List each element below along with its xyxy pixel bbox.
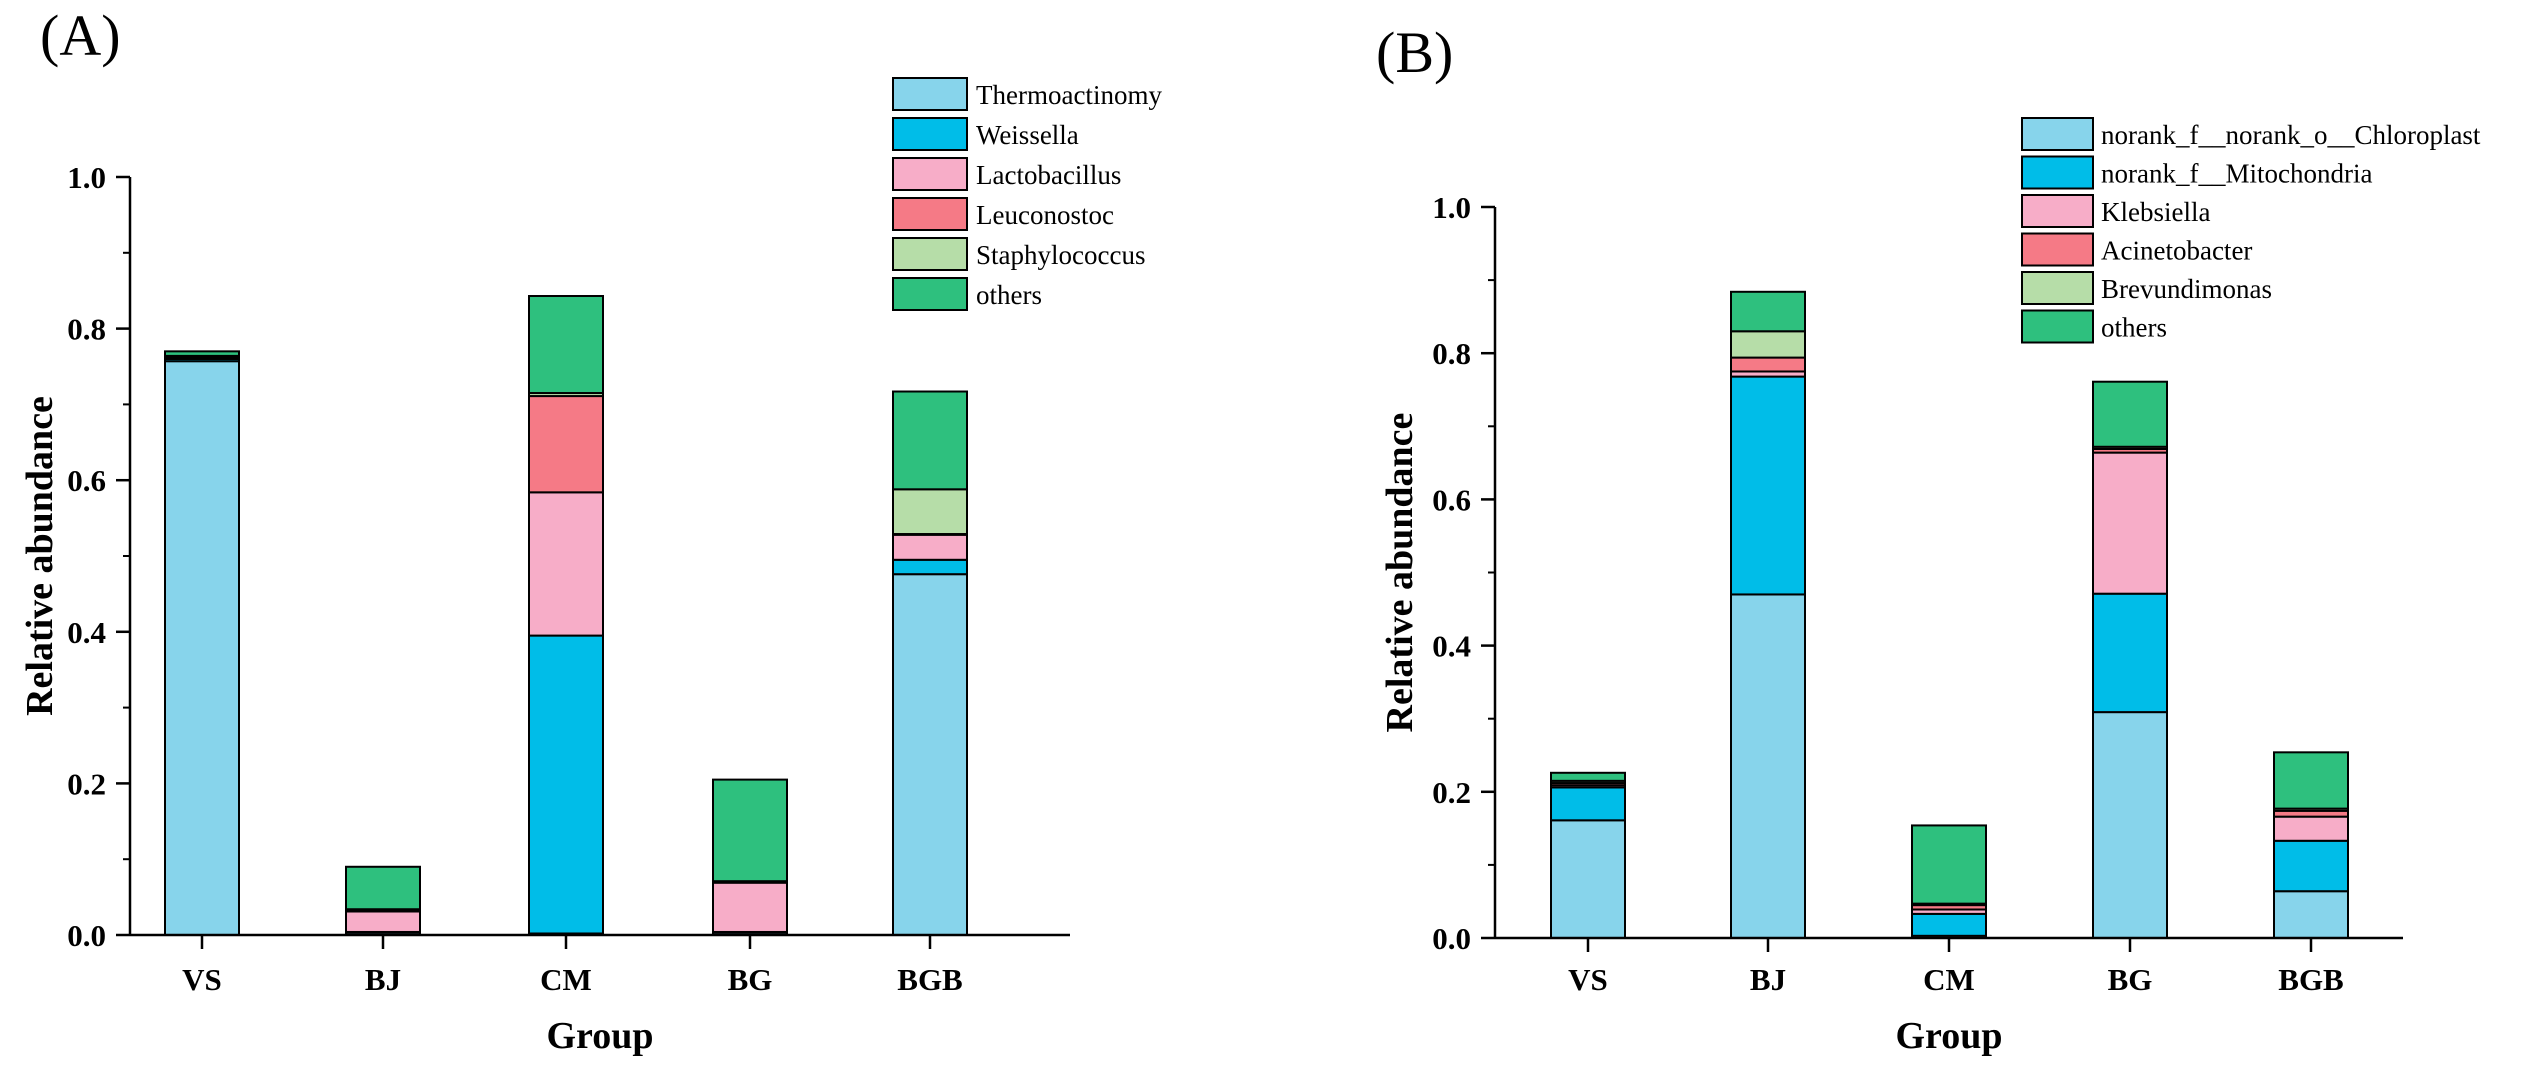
panel-1: (B) 0.0 0.2 0.4 0.6 0.8 1.0 VS BJ CM BG BGB Group Rel… bbox=[1376, 20, 2481, 1057]
x-tick-label: BGB bbox=[897, 962, 962, 997]
bar-segment-bgb-0 bbox=[892, 573, 968, 937]
x-tick-label: VS bbox=[1568, 962, 1608, 997]
bar-segment-bg-0 bbox=[2092, 711, 2168, 939]
panel-label: (B) bbox=[1376, 20, 1453, 85]
legend-label: others bbox=[2101, 313, 2167, 343]
bar-segment-cm-2 bbox=[528, 491, 604, 637]
bar-segment-bg-1 bbox=[2092, 592, 2168, 714]
bar-segment-bj-0 bbox=[1730, 593, 1806, 939]
bar-segment-vs-0 bbox=[1550, 819, 1626, 940]
y-tick-label: 1.0 bbox=[67, 160, 106, 195]
legend-swatch bbox=[892, 157, 968, 191]
bar-segment-vs-5 bbox=[164, 350, 240, 357]
legend-swatch bbox=[2021, 117, 2094, 151]
x-tick-label: BJ bbox=[365, 962, 401, 997]
legend-label: Thermoactinomy bbox=[976, 80, 1162, 110]
y-tick-label: 0.4 bbox=[1432, 629, 1471, 664]
y-tick-label: 0.0 bbox=[1432, 921, 1471, 956]
x-tick-label: VS bbox=[182, 962, 222, 997]
legend-label: Acinetobacter bbox=[2101, 236, 2252, 266]
bar-segment-vs-0 bbox=[164, 360, 240, 937]
y-tick-label: 0.6 bbox=[67, 463, 106, 498]
y-axis-title: Relative abundance bbox=[1379, 413, 1421, 733]
y-tick-label: 0.8 bbox=[1432, 336, 1471, 371]
panel-label: (A) bbox=[40, 3, 121, 68]
y-tick-label: 0.0 bbox=[67, 918, 106, 953]
legend-label: Lactobacillus bbox=[976, 160, 1121, 190]
bar-segment-bj-5 bbox=[345, 865, 421, 911]
legend-swatch bbox=[892, 197, 968, 231]
bar-segment-vs-5 bbox=[1550, 771, 1626, 782]
bar-segment-bgb-0 bbox=[2273, 890, 2349, 940]
y-tick-label: 0.6 bbox=[1432, 482, 1471, 517]
y-tick-label: 1.0 bbox=[1432, 190, 1471, 225]
x-tick-label: BJ bbox=[1750, 962, 1786, 997]
bar-segment-vs-1 bbox=[1550, 786, 1626, 822]
bar-segment-cm-5 bbox=[1911, 824, 1987, 905]
legend-label: norank_f__Mitochondria bbox=[2101, 159, 2372, 189]
x-tick-label: CM bbox=[540, 962, 592, 997]
legend-swatch bbox=[892, 237, 968, 271]
bar-segment-bg-2 bbox=[2092, 451, 2168, 595]
legend-swatch bbox=[892, 77, 968, 111]
legend-swatch bbox=[892, 117, 968, 151]
legend-label: Brevundimonas bbox=[2101, 274, 2272, 304]
legend-swatch bbox=[2021, 271, 2094, 305]
legend-swatch bbox=[892, 277, 968, 311]
bar-segment-cm-5 bbox=[528, 295, 604, 395]
legend-swatch bbox=[2021, 194, 2094, 228]
bar-segment-bgb-2 bbox=[892, 533, 968, 561]
bar-segment-bgb-1 bbox=[892, 558, 968, 576]
x-tick-label: BGB bbox=[2278, 962, 2343, 997]
bar-segment-bgb-5 bbox=[2273, 751, 2349, 810]
bar-segment-bg-5 bbox=[2092, 380, 2168, 448]
x-axis-title: Group bbox=[546, 1015, 653, 1057]
legend-label: Klebsiella bbox=[2101, 197, 2210, 227]
bar-segment-bj-4 bbox=[1730, 330, 1806, 359]
bar-segment-cm-3 bbox=[528, 395, 604, 494]
y-tick-label: 0.2 bbox=[1432, 775, 1471, 810]
legend-swatch bbox=[2021, 309, 2094, 344]
y-tick-label: 0.4 bbox=[67, 615, 106, 650]
x-tick-label: BG bbox=[728, 962, 773, 997]
bar-segment-bgb-4 bbox=[892, 488, 968, 536]
x-tick-label: CM bbox=[1923, 962, 1975, 997]
legend-label: Weissella bbox=[976, 120, 1079, 150]
bar-segment-bgb-5 bbox=[892, 390, 968, 491]
panel-0: (A) 0.0 0.2 0.4 0.6 0.8 1.0 VS BJ CM BG BGB Group Rel… bbox=[19, 3, 1162, 1057]
legend-swatch bbox=[2021, 155, 2094, 190]
legend: Thermoactinomy Weissella Lactobacillus Leuc… bbox=[892, 77, 1162, 311]
legend-swatch bbox=[2021, 232, 2094, 267]
bar-segment-bg-5 bbox=[712, 778, 788, 883]
y-tick-label: 0.8 bbox=[67, 312, 106, 347]
bar-segment-bj-5 bbox=[1730, 290, 1806, 333]
legend-label: others bbox=[976, 280, 1042, 310]
x-tick-label: BG bbox=[2108, 962, 2153, 997]
legend-label: norank_f__norank_o__Chloroplast bbox=[2101, 120, 2481, 150]
bar-segment-bj-3 bbox=[1730, 356, 1806, 373]
bar-segment-cm-1 bbox=[1911, 912, 1987, 937]
bar-segment-bgb-2 bbox=[2273, 815, 2349, 842]
bar-segment-cm-1 bbox=[528, 634, 604, 935]
legend-label: Leuconostoc bbox=[976, 200, 1114, 230]
bar-segment-bj-1 bbox=[1730, 375, 1806, 596]
bar-segment-bgb-1 bbox=[2273, 839, 2349, 893]
y-tick-label: 0.2 bbox=[67, 766, 106, 801]
bar-segment-bj-2 bbox=[345, 910, 421, 933]
legend-label: Staphylococcus bbox=[976, 240, 1145, 270]
x-axis-title: Group bbox=[1895, 1015, 2002, 1057]
bar-segment-bg-2 bbox=[712, 881, 788, 933]
y-axis-title: Relative abundance bbox=[19, 396, 61, 716]
legend: norank_f__norank_o__Chloroplast norank_f_… bbox=[2021, 117, 2481, 344]
